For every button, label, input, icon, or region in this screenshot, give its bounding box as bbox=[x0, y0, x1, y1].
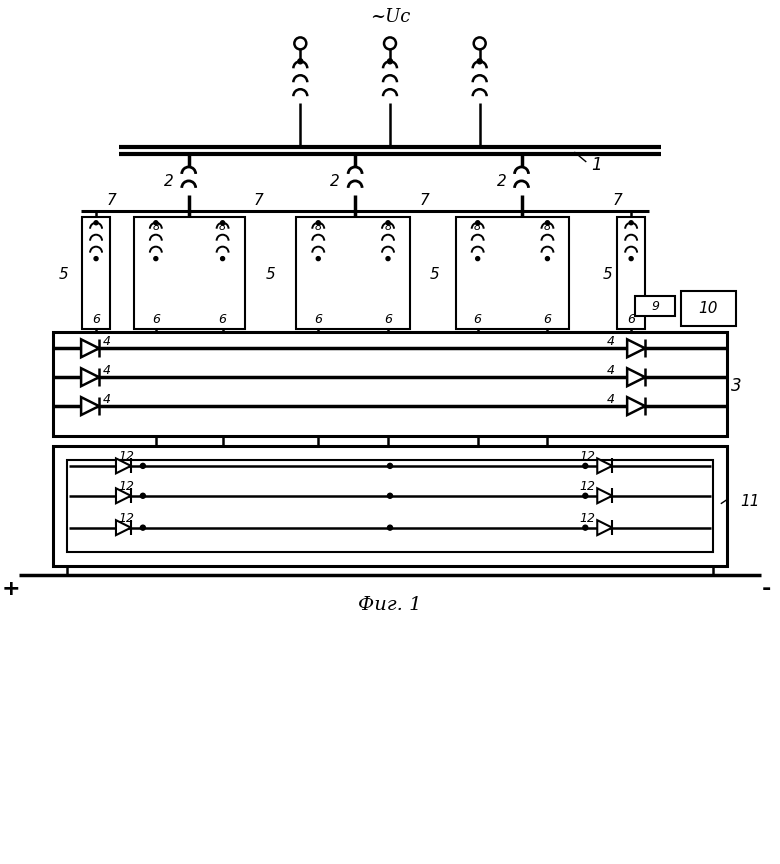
Text: 6: 6 bbox=[473, 313, 482, 326]
Text: 6: 6 bbox=[627, 313, 635, 326]
Text: 7: 7 bbox=[420, 194, 430, 208]
Text: 7: 7 bbox=[612, 194, 622, 208]
Text: 4: 4 bbox=[103, 392, 111, 405]
Text: 4: 4 bbox=[103, 335, 111, 348]
Polygon shape bbox=[627, 397, 645, 415]
Circle shape bbox=[629, 257, 633, 261]
Text: 12: 12 bbox=[580, 450, 595, 463]
Circle shape bbox=[140, 463, 145, 468]
Polygon shape bbox=[627, 340, 645, 358]
Circle shape bbox=[221, 257, 225, 261]
Text: 1: 1 bbox=[591, 156, 602, 174]
Text: 5: 5 bbox=[602, 267, 612, 282]
Polygon shape bbox=[81, 397, 99, 415]
Text: 8: 8 bbox=[219, 222, 226, 232]
Circle shape bbox=[316, 221, 321, 225]
Bar bbox=[681, 290, 736, 327]
Circle shape bbox=[221, 221, 225, 225]
Text: 6: 6 bbox=[218, 313, 227, 326]
Bar bbox=[53, 333, 727, 436]
Circle shape bbox=[388, 463, 392, 468]
Circle shape bbox=[386, 257, 390, 261]
Polygon shape bbox=[597, 459, 612, 473]
Text: 6: 6 bbox=[314, 313, 322, 326]
Circle shape bbox=[545, 257, 549, 261]
Text: 3: 3 bbox=[732, 378, 742, 395]
Circle shape bbox=[154, 257, 158, 261]
Text: 12: 12 bbox=[118, 480, 134, 493]
Polygon shape bbox=[597, 520, 612, 535]
Circle shape bbox=[477, 59, 482, 64]
Circle shape bbox=[386, 221, 390, 225]
Polygon shape bbox=[116, 520, 131, 535]
Circle shape bbox=[629, 221, 633, 225]
Text: 2: 2 bbox=[497, 175, 506, 189]
Text: 8: 8 bbox=[544, 222, 551, 232]
Circle shape bbox=[583, 525, 588, 530]
Text: 6: 6 bbox=[92, 313, 100, 326]
Text: 4: 4 bbox=[607, 364, 615, 377]
Text: 4: 4 bbox=[607, 335, 615, 348]
Text: 12: 12 bbox=[580, 512, 595, 525]
Circle shape bbox=[140, 493, 145, 499]
Circle shape bbox=[583, 493, 588, 499]
Circle shape bbox=[298, 59, 303, 64]
Text: 9: 9 bbox=[651, 300, 659, 313]
Circle shape bbox=[316, 257, 321, 261]
Bar bbox=[53, 446, 727, 566]
Polygon shape bbox=[627, 368, 645, 386]
Text: 6: 6 bbox=[152, 313, 160, 326]
Polygon shape bbox=[116, 459, 131, 473]
Text: 8: 8 bbox=[152, 222, 159, 232]
Circle shape bbox=[388, 59, 392, 64]
Text: -: - bbox=[762, 580, 771, 600]
Text: 10: 10 bbox=[698, 301, 718, 316]
Text: 12: 12 bbox=[580, 480, 595, 493]
Circle shape bbox=[388, 493, 392, 499]
Text: 4: 4 bbox=[103, 364, 111, 377]
Text: 8: 8 bbox=[314, 222, 322, 232]
Circle shape bbox=[140, 525, 145, 530]
Text: 12: 12 bbox=[118, 512, 134, 525]
Polygon shape bbox=[81, 368, 99, 386]
Bar bbox=[296, 217, 410, 329]
Text: 4: 4 bbox=[607, 392, 615, 405]
Bar bbox=[617, 217, 645, 329]
Text: 6: 6 bbox=[384, 313, 392, 326]
Circle shape bbox=[476, 221, 480, 225]
Circle shape bbox=[545, 221, 549, 225]
Text: 12: 12 bbox=[118, 450, 134, 463]
Text: ~Uc: ~Uc bbox=[370, 9, 410, 27]
Text: 5: 5 bbox=[430, 267, 440, 282]
Circle shape bbox=[94, 221, 98, 225]
Polygon shape bbox=[597, 488, 612, 503]
Bar bbox=[82, 217, 110, 329]
Circle shape bbox=[94, 257, 98, 261]
Bar bbox=[635, 296, 675, 316]
Bar bbox=[134, 217, 244, 329]
Text: 5: 5 bbox=[58, 267, 68, 282]
Text: 11: 11 bbox=[741, 494, 760, 509]
Text: 2: 2 bbox=[164, 175, 174, 189]
Text: 2: 2 bbox=[330, 175, 340, 189]
Polygon shape bbox=[116, 488, 131, 503]
Text: 7: 7 bbox=[254, 194, 264, 208]
Circle shape bbox=[388, 525, 392, 530]
Polygon shape bbox=[81, 340, 99, 358]
Text: 8: 8 bbox=[474, 222, 481, 232]
Bar bbox=[67, 460, 713, 551]
Circle shape bbox=[476, 257, 480, 261]
Bar bbox=[456, 217, 569, 329]
Text: 7: 7 bbox=[106, 194, 116, 208]
Circle shape bbox=[583, 463, 588, 468]
Text: 8: 8 bbox=[385, 222, 392, 232]
Text: +: + bbox=[2, 580, 20, 600]
Text: 5: 5 bbox=[265, 267, 275, 282]
Text: Фиг. 1: Фиг. 1 bbox=[358, 596, 422, 614]
Text: 6: 6 bbox=[544, 313, 551, 326]
Circle shape bbox=[154, 221, 158, 225]
